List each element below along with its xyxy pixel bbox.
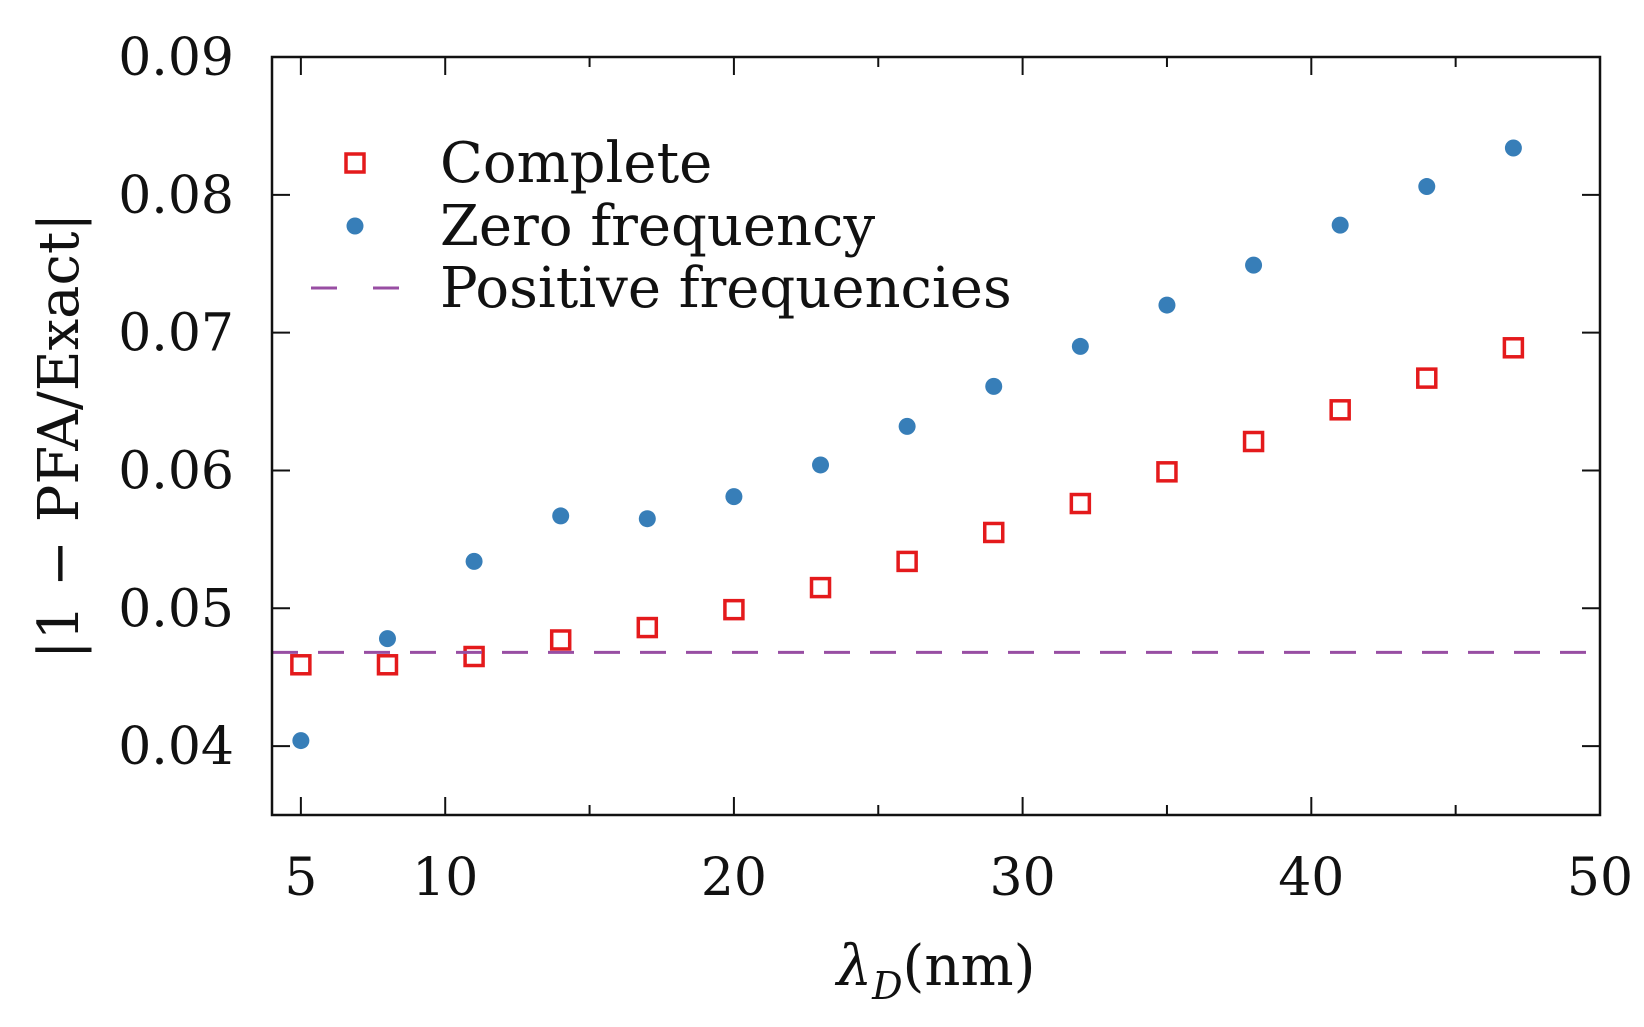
legend-label: Complete	[440, 131, 712, 196]
complete-point	[463, 645, 485, 668]
complete-point	[549, 629, 572, 651]
x-axis-unit: (nm)	[903, 934, 1036, 999]
legend-complete-marker	[344, 152, 366, 174]
complete-point	[1502, 337, 1525, 359]
zero-frequency-point	[1504, 139, 1522, 157]
complete-point	[809, 576, 832, 599]
y-axis-title: |1 − PFA/Exact|	[27, 213, 92, 660]
complete-point	[1242, 430, 1265, 453]
zero-frequency-point	[725, 488, 743, 506]
zero-frequency-point	[1071, 337, 1089, 355]
x-axis-title: λD(nm)	[835, 934, 1036, 1008]
x-axis-symbol: λ	[835, 934, 873, 999]
complete-point	[1329, 399, 1351, 421]
complete-point	[1069, 492, 1092, 515]
legend-label: Positive frequencies	[440, 256, 1012, 321]
series-complete	[290, 337, 1525, 676]
zero-frequency-point	[465, 552, 483, 570]
zero-frequency-point	[1331, 216, 1349, 234]
legend-zero-frequency-marker	[346, 217, 364, 235]
zero-frequency-point	[985, 377, 1003, 395]
complete-point	[1416, 367, 1438, 389]
y-tick-label: 0.05	[118, 579, 234, 639]
zero-frequency-point	[898, 417, 916, 435]
zero-frequency-point	[638, 510, 656, 528]
x-tick-label: 20	[701, 848, 767, 908]
y-tick-label: 0.07	[118, 304, 234, 364]
zero-frequency-point	[552, 507, 570, 525]
x-tick-label: 40	[1278, 848, 1344, 908]
x-tick-label: 50	[1567, 848, 1633, 908]
x-axis-subscript: D	[871, 964, 902, 1008]
y-tick-label: 0.06	[118, 441, 234, 501]
series-zero-frequency	[292, 139, 1522, 750]
x-tick-label: 5	[284, 848, 317, 908]
zero-frequency-point	[378, 630, 396, 648]
complete-point	[982, 521, 1005, 544]
plot-frame	[270, 55, 1602, 817]
zero-frequency-point	[812, 456, 830, 474]
axes: 5 10 20 30 40 50 0.04 0.05 0.06 0.07 0.08 0.09 λD(nm…	[27, 28, 1633, 1008]
complete-point	[723, 598, 745, 621]
x-tick-label: 30	[990, 848, 1056, 908]
zero-frequency-point	[1158, 296, 1176, 314]
complete-point	[896, 550, 918, 573]
x-tick-label: 10	[412, 848, 478, 908]
legend-label: Zero frequency	[440, 194, 875, 259]
y-tick-label: 0.09	[118, 28, 234, 88]
plot-area	[272, 139, 1600, 750]
complete-point	[290, 654, 312, 676]
complete-point	[376, 654, 399, 676]
complete-point	[1156, 461, 1178, 483]
complete-point	[636, 616, 659, 639]
y-tick-label: 0.08	[118, 166, 234, 226]
y-tick-label: 0.04	[118, 717, 234, 777]
zero-frequency-point	[1418, 178, 1436, 196]
zero-frequency-point	[1245, 256, 1263, 274]
zero-frequency-point	[292, 732, 310, 750]
